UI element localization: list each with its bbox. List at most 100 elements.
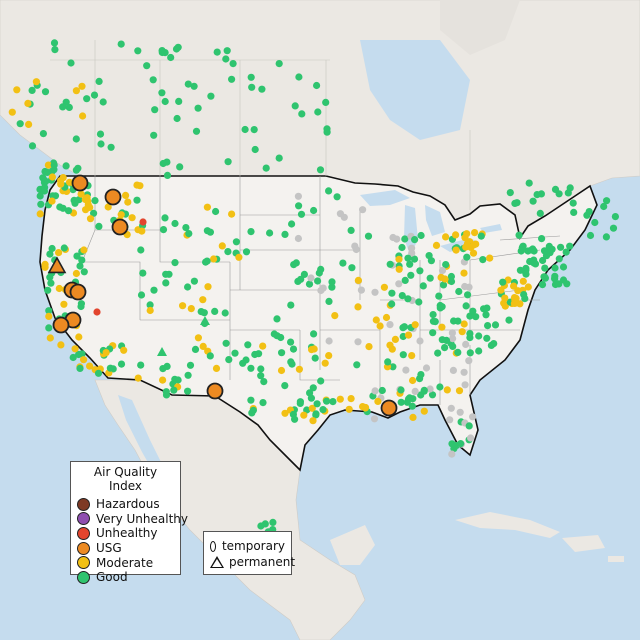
- monitor-dot-good[interactable]: [323, 128, 331, 136]
- monitor-dot-good[interactable]: [559, 276, 568, 284]
- monitor-dot-good[interactable]: [586, 231, 595, 240]
- monitor-dot-good[interactable]: [441, 344, 449, 352]
- monitor-dot-moderate[interactable]: [509, 282, 518, 290]
- monitor-dot-good[interactable]: [134, 47, 142, 55]
- monitor-dot-moderate[interactable]: [48, 173, 57, 181]
- monitor-dot-good[interactable]: [203, 257, 211, 265]
- monitor-dot-moderate[interactable]: [310, 345, 318, 353]
- monitor-dot-good[interactable]: [289, 345, 298, 353]
- monitor-dot-good[interactable]: [325, 297, 333, 305]
- monitor-dot-moderate[interactable]: [458, 328, 466, 336]
- monitor-dot-moderate[interactable]: [524, 283, 532, 291]
- monitor-dot-moderate[interactable]: [86, 362, 94, 370]
- monitor-dot-good[interactable]: [407, 271, 415, 279]
- monitor-dot-good[interactable]: [281, 382, 289, 390]
- monitor-dot-good[interactable]: [333, 193, 341, 201]
- monitor-dot-good[interactable]: [448, 440, 456, 448]
- monitor-dot-good[interactable]: [43, 168, 51, 176]
- monitor-dot-moderate[interactable]: [354, 276, 362, 284]
- monitor-dot-good[interactable]: [417, 231, 425, 240]
- monitor-dot-good[interactable]: [37, 200, 45, 208]
- monitor-dot-good[interactable]: [247, 396, 255, 404]
- monitor-dot-moderate[interactable]: [57, 341, 65, 349]
- monitor-dot-moderate[interactable]: [409, 413, 417, 421]
- monitor-dot-good[interactable]: [69, 353, 77, 362]
- monitor-dot-good[interactable]: [464, 291, 472, 299]
- monitor-dot-good[interactable]: [420, 386, 428, 394]
- monitor-dot-moderate[interactable]: [365, 343, 373, 351]
- monitor-dot-good[interactable]: [559, 263, 568, 271]
- monitor-dot-moderate[interactable]: [65, 178, 74, 186]
- monitor-dot-moderate[interactable]: [57, 180, 65, 188]
- monitor-dot-no-data[interactable]: [395, 280, 403, 288]
- monitor-dot-good[interactable]: [42, 177, 50, 185]
- monitor-dot-no-data[interactable]: [325, 337, 333, 345]
- monitor-dot-no-data[interactable]: [469, 413, 477, 421]
- monitor-dot-good[interactable]: [133, 196, 141, 204]
- monitor-dot-good[interactable]: [329, 398, 337, 406]
- monitor-dot-good[interactable]: [49, 192, 57, 200]
- monitor-dot-no-data[interactable]: [416, 337, 424, 345]
- monitor-dot-good[interactable]: [525, 179, 533, 187]
- monitor-dot-no-data[interactable]: [422, 364, 431, 372]
- monitor-dot-good[interactable]: [428, 391, 437, 399]
- monitor-dot-good[interactable]: [186, 361, 195, 369]
- monitor-dot-good[interactable]: [16, 120, 24, 128]
- monitor-dot-moderate[interactable]: [345, 405, 353, 413]
- monitor-dot-moderate[interactable]: [82, 206, 90, 214]
- monitor-dot-good[interactable]: [317, 377, 325, 385]
- monitor-dot-good[interactable]: [48, 244, 56, 253]
- monitor-dot-good[interactable]: [51, 46, 59, 54]
- monitor-dot-moderate[interactable]: [295, 365, 303, 373]
- monitor-dot-good[interactable]: [161, 214, 169, 222]
- monitor-dot-moderate[interactable]: [441, 275, 449, 283]
- monitor-dot-good[interactable]: [300, 270, 308, 278]
- monitor-dot-moderate[interactable]: [347, 395, 355, 403]
- monitor-dot-good[interactable]: [475, 347, 483, 355]
- monitor-dot-good[interactable]: [447, 272, 455, 281]
- monitor-dot-good[interactable]: [455, 287, 463, 296]
- monitor-dot-moderate[interactable]: [464, 242, 472, 250]
- monitor-dot-moderate[interactable]: [134, 374, 142, 382]
- monitor-dot-good[interactable]: [541, 274, 550, 282]
- monitor-dot-good[interactable]: [247, 364, 255, 372]
- monitor-dot-good[interactable]: [50, 39, 59, 47]
- monitor-dot-no-data[interactable]: [465, 283, 473, 291]
- monitor-dot-good[interactable]: [44, 286, 52, 294]
- monitor-dot-good[interactable]: [162, 388, 170, 396]
- monitor-dot-good[interactable]: [171, 375, 179, 383]
- monitor-dot-good[interactable]: [90, 209, 98, 217]
- monitor-dot-good[interactable]: [339, 259, 347, 267]
- monitor-dot-moderate[interactable]: [277, 366, 286, 375]
- monitor-dot-good[interactable]: [76, 364, 84, 372]
- monitor-dot-good[interactable]: [454, 348, 462, 356]
- monitor-dot-good[interactable]: [505, 316, 513, 324]
- monitor-dot-no-data[interactable]: [307, 274, 315, 282]
- monitor-dot-no-data[interactable]: [462, 340, 470, 348]
- monitor-dot-good[interactable]: [410, 255, 419, 263]
- monitor-dot-good[interactable]: [197, 308, 205, 316]
- monitor-dot-moderate[interactable]: [75, 333, 83, 341]
- monitor-dot-good[interactable]: [287, 338, 295, 346]
- monitor-dot-moderate[interactable]: [72, 269, 80, 278]
- monitor-dot-good[interactable]: [548, 245, 556, 253]
- monitor-dot-good[interactable]: [94, 369, 103, 377]
- monitor-dot-good[interactable]: [39, 130, 48, 138]
- monitor-dot-good[interactable]: [585, 208, 593, 216]
- monitor-dot-moderate[interactable]: [452, 246, 460, 254]
- monitor-dot-moderate[interactable]: [391, 335, 399, 343]
- usg-highlight-marker[interactable]: [104, 188, 122, 206]
- monitor-dot-moderate[interactable]: [519, 277, 527, 285]
- monitor-dot-moderate[interactable]: [374, 397, 382, 405]
- monitor-dot-good[interactable]: [569, 199, 577, 207]
- monitor-dot-no-data[interactable]: [354, 338, 362, 346]
- monitor-dot-no-data[interactable]: [446, 416, 454, 424]
- monitor-dot-good[interactable]: [139, 269, 147, 277]
- monitor-dot-good[interactable]: [91, 197, 99, 205]
- monitor-dot-good[interactable]: [50, 161, 58, 169]
- monitor-dot-good[interactable]: [609, 224, 618, 232]
- monitor-dot-moderate[interactable]: [124, 198, 132, 206]
- monitor-dot-no-data[interactable]: [438, 266, 447, 275]
- monitor-dot-good[interactable]: [80, 268, 88, 276]
- monitor-dot-good[interactable]: [322, 98, 330, 106]
